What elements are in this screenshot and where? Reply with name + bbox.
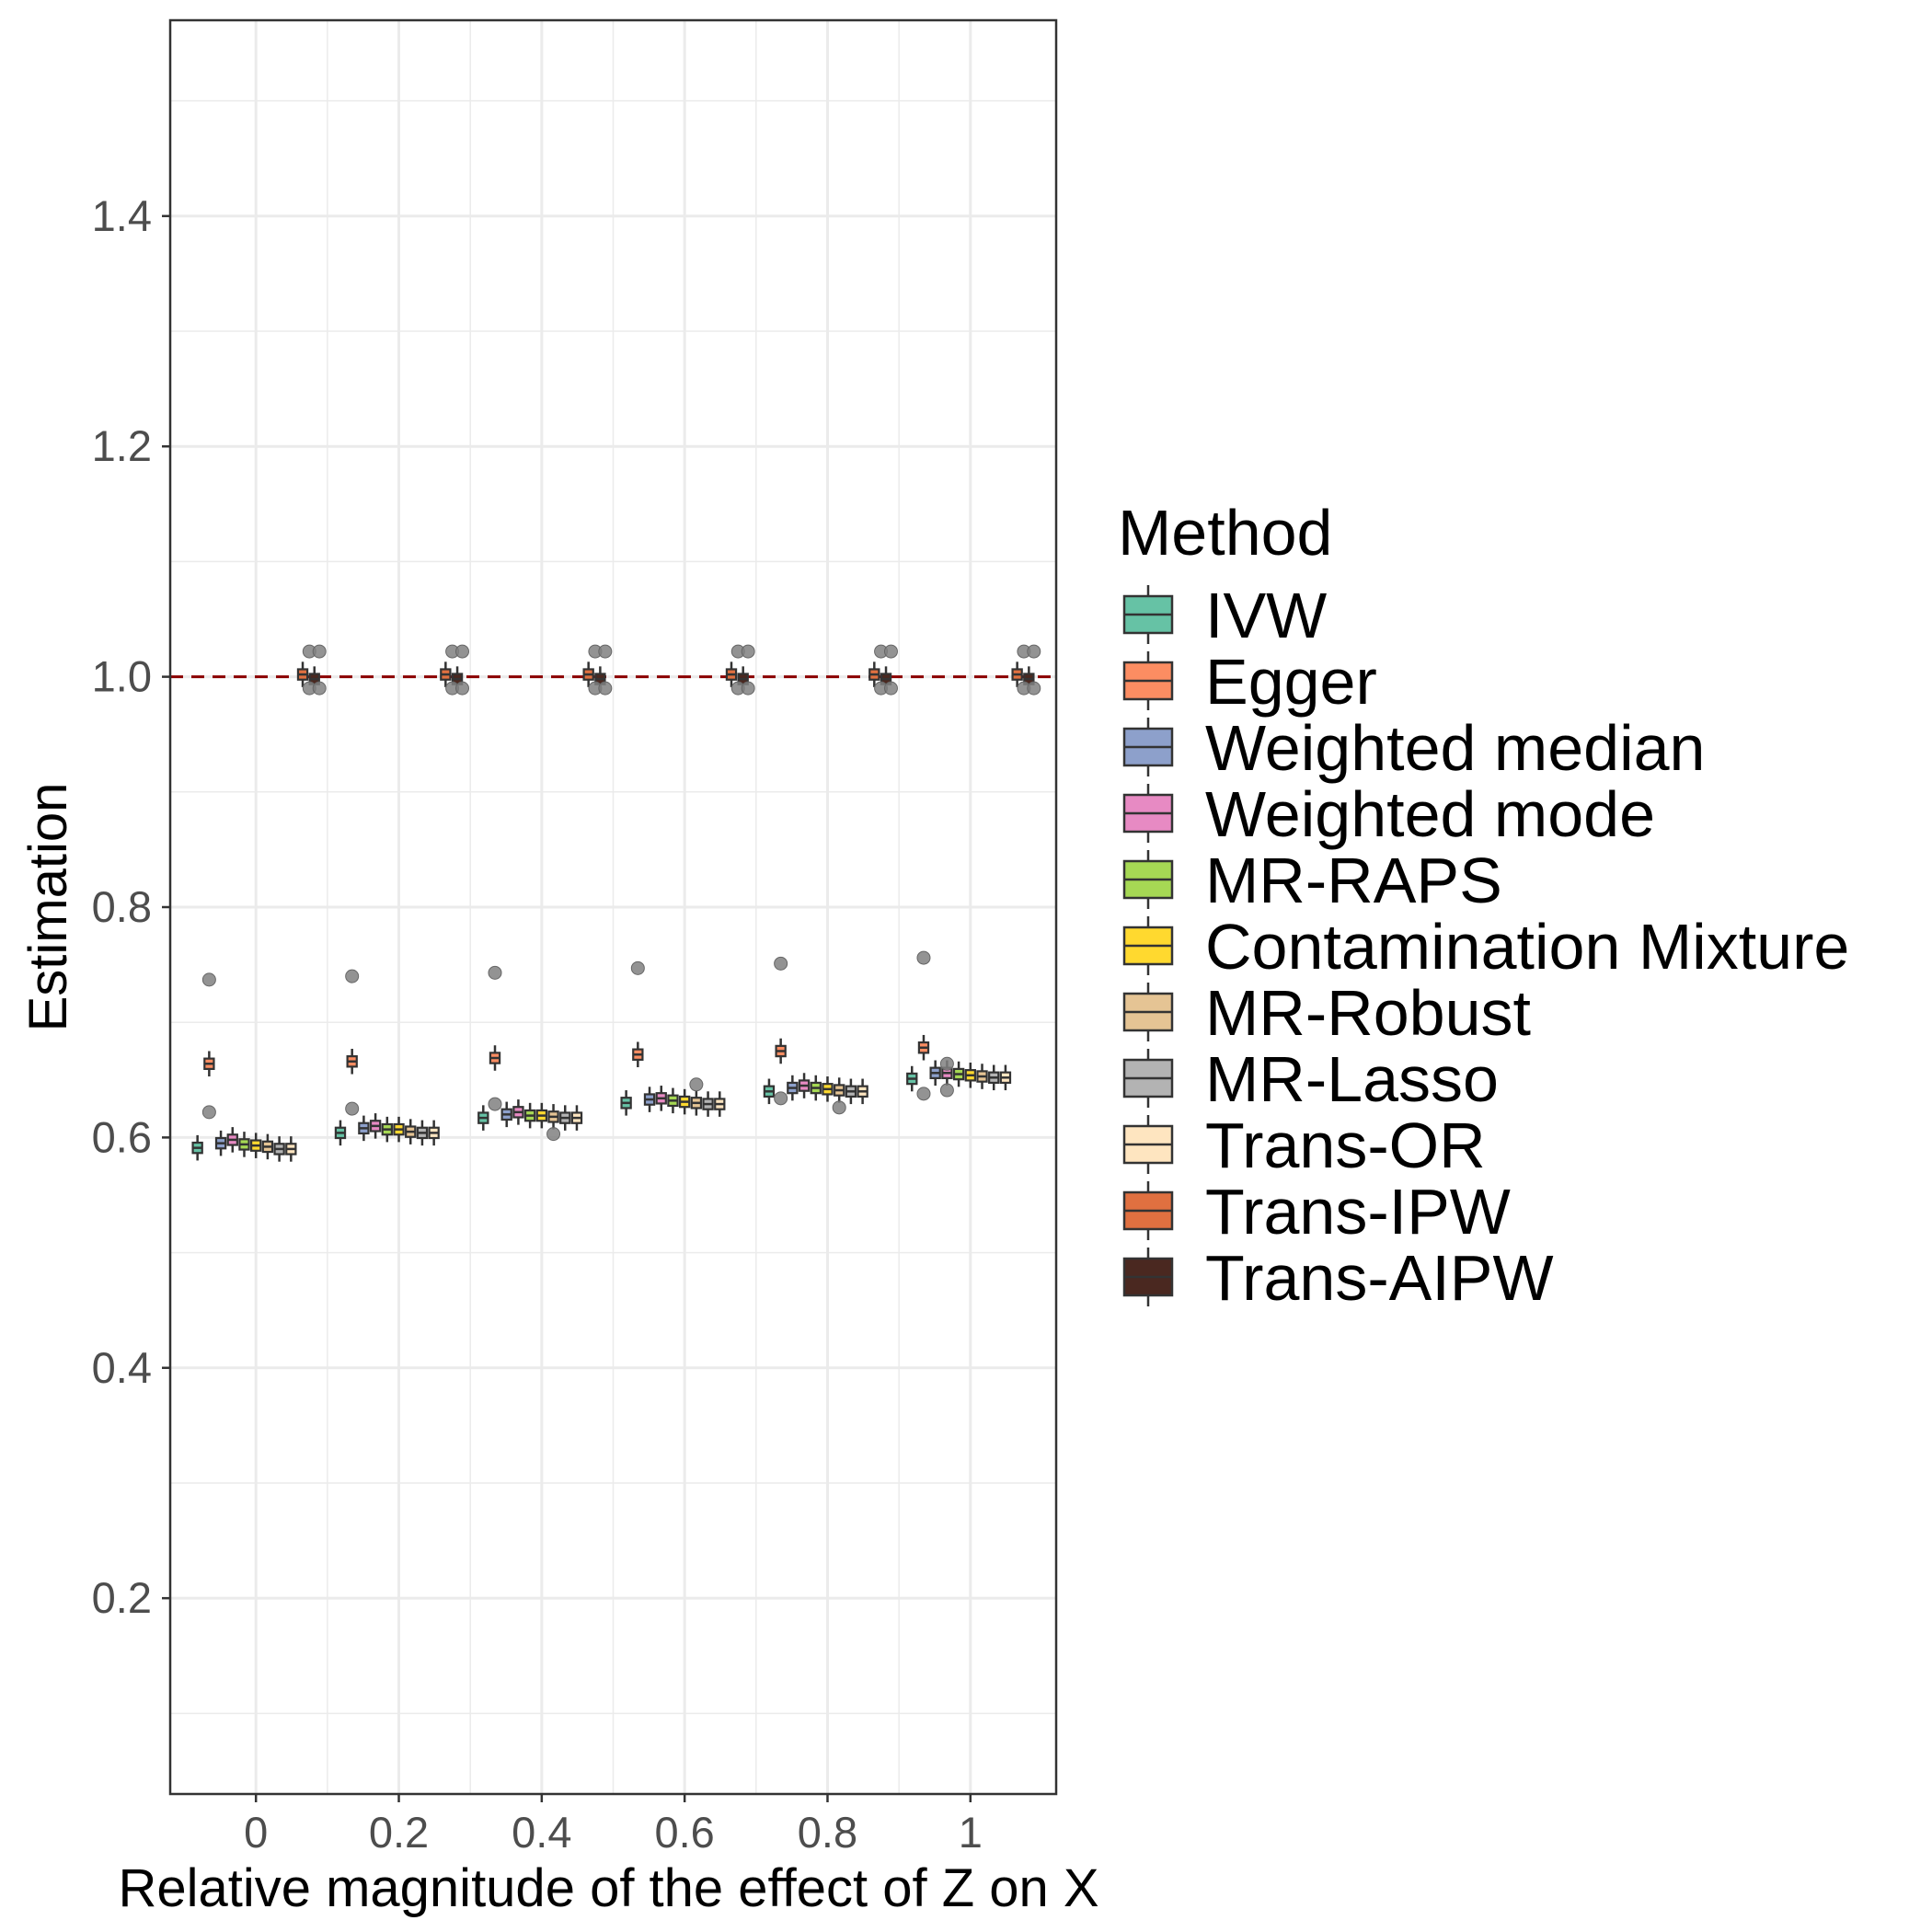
outlier-point <box>939 1056 954 1071</box>
outlier-point <box>883 644 898 659</box>
y-tick-label: 1.0 <box>92 652 152 701</box>
y-tick-label: 1.2 <box>92 421 152 470</box>
y-tick-label: 0.4 <box>92 1343 152 1392</box>
outlier-point <box>201 972 216 987</box>
legend-label: IVW <box>1205 580 1327 651</box>
y-tick-label: 0.6 <box>92 1112 152 1161</box>
outlier-point <box>741 681 755 696</box>
outlier-point <box>454 681 469 696</box>
x-axis-title: Relative magnitude of the effect of Z on… <box>118 1858 1098 1918</box>
x-tick-label: 0 <box>244 1808 268 1857</box>
outlier-point <box>312 681 327 696</box>
legend-label: MR-RAPS <box>1205 845 1502 916</box>
x-tick-label: 0.4 <box>512 1808 571 1857</box>
legend-label: Trans-AIPW <box>1205 1242 1554 1314</box>
x-tick-label: 0.8 <box>798 1808 857 1857</box>
outlier-point <box>345 1101 360 1116</box>
outlier-point <box>598 681 613 696</box>
outlier-point <box>345 969 360 983</box>
legend-label: Trans-IPW <box>1205 1176 1511 1248</box>
outlier-point <box>546 1127 561 1142</box>
outlier-point <box>488 1097 502 1111</box>
legend-label: Egger <box>1205 646 1377 718</box>
outlier-point <box>312 644 327 659</box>
legend-label: MR-Lasso <box>1205 1043 1499 1115</box>
outlier-point <box>1027 681 1041 696</box>
y-tick-label: 0.2 <box>92 1573 152 1622</box>
y-tick-label: 0.8 <box>92 882 152 931</box>
legend-label: Weighted mode <box>1205 778 1655 850</box>
outlier-point <box>1027 644 1041 659</box>
outlier-point <box>939 1083 954 1098</box>
outlier-point <box>916 950 931 965</box>
outlier-point <box>832 1100 846 1115</box>
outlier-point <box>774 956 788 971</box>
outlier-point <box>454 644 469 659</box>
y-axis-title: Estimation <box>18 783 78 1032</box>
outlier-point <box>630 960 645 975</box>
outlier-point <box>689 1077 704 1092</box>
legend-label: Trans-OR <box>1205 1110 1486 1181</box>
legend-title: Method <box>1118 497 1332 569</box>
x-tick-label: 0.6 <box>654 1808 714 1857</box>
grid-lines <box>170 20 1056 1794</box>
outlier-point <box>488 965 502 980</box>
x-tick-label: 1 <box>959 1808 983 1857</box>
outlier-point <box>883 681 898 696</box>
y-tick-label: 1.4 <box>92 191 152 240</box>
outlier-point <box>916 1087 931 1101</box>
x-tick-label: 0.2 <box>369 1808 429 1857</box>
outlier-point <box>741 644 755 659</box>
legend-label: MR-Robust <box>1205 977 1531 1049</box>
boxplots <box>191 644 1041 1162</box>
legend-label: Contamination Mixture <box>1205 911 1849 983</box>
outlier-point <box>201 1105 216 1120</box>
outlier-point <box>598 644 613 659</box>
outlier-point <box>774 1091 788 1106</box>
axes: 0.2 0.4 0.6 0.8 1.0 1.2 1.4 0 0.2 0.4 0.6 0.8 1 <box>92 191 983 1857</box>
legend-label: Weighted median <box>1205 712 1706 784</box>
